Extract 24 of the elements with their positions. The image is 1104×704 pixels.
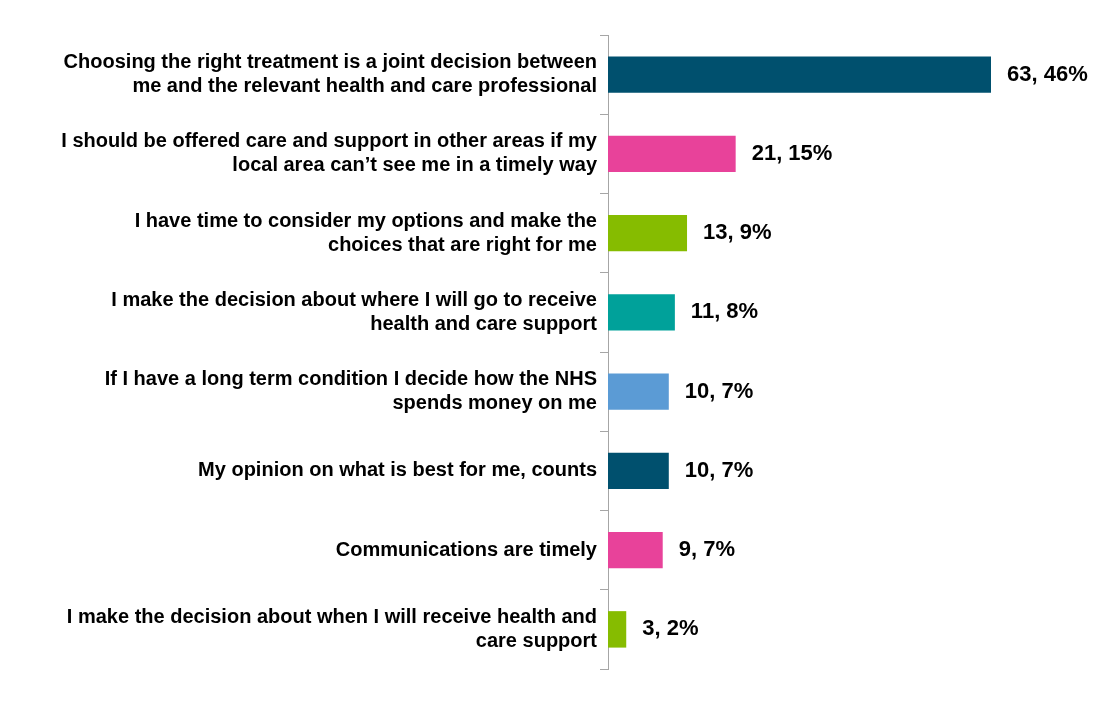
bar (608, 135, 736, 173)
y-tick-label: Communications are timely (335, 537, 598, 560)
y-tick-label: I make the decision about when I will receive health and care support (66, 604, 598, 651)
y-tick-label: I make the decision about where I will go to receive health and care support (111, 287, 598, 334)
data-label: 11, 8% (690, 298, 759, 324)
data-label: 9, 7% (678, 536, 735, 562)
y-tick-label: I have time to consider my options and make the choices that are right for me (134, 208, 597, 255)
bar (608, 531, 663, 569)
bar (608, 214, 688, 252)
bar (608, 373, 669, 410)
bar (608, 56, 991, 93)
data-label: 10, 7% (684, 456, 754, 482)
data-label: 13, 9% (703, 219, 772, 245)
y-tick-label: My opinion on what is best for me, counts (198, 458, 597, 481)
data-label: 10, 7% (684, 377, 754, 403)
data-label: 63, 46% (1007, 60, 1088, 86)
data-label: 3, 2% (642, 615, 699, 641)
y-tick-label: I should be offered care and support in other areas if my local area can’t see me in a timely way (61, 129, 598, 176)
bar (608, 294, 675, 331)
y-tick-label: Choosing the right treatment is a joint decision between me and the relevant health and care professional (63, 50, 597, 97)
y-tick-label: If I have a long term condition I decide how the NHS spends money on me (104, 367, 597, 414)
data-label: 21, 15% (751, 139, 833, 165)
bar (608, 611, 627, 648)
bar (608, 452, 669, 490)
